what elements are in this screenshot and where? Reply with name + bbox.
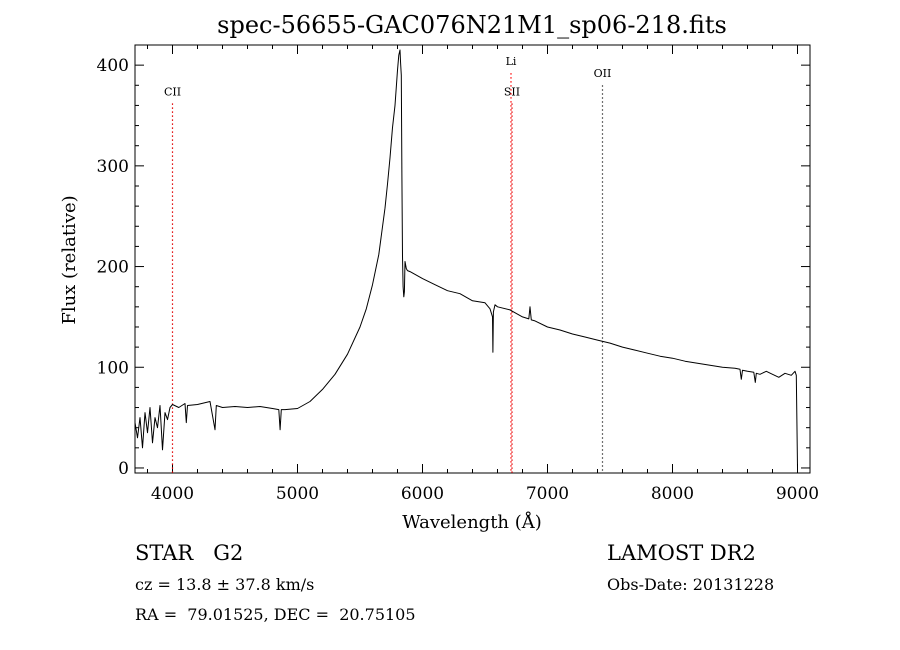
reference-line-label: OII bbox=[594, 67, 612, 80]
x-tick-label: 6000 bbox=[401, 484, 444, 504]
plot-frame bbox=[134, 44, 811, 474]
redshift-velocity: cz = 13.8 ± 37.8 km/s bbox=[135, 575, 315, 594]
y-tick-label: 200 bbox=[97, 258, 129, 278]
reference-line-label: SII bbox=[504, 85, 520, 98]
y-tick-label: 100 bbox=[97, 358, 129, 378]
y-tick-label: 0 bbox=[118, 459, 129, 479]
reference-line-label: Li bbox=[506, 55, 517, 68]
x-axis-label: Wavelength (Å) bbox=[402, 511, 542, 533]
observation-date: Obs-Date: 20131228 bbox=[607, 575, 775, 594]
y-axis-label: Flux (relative) bbox=[59, 195, 80, 324]
x-tick-label: 9000 bbox=[776, 484, 819, 504]
reference-line-label: CII bbox=[164, 85, 181, 98]
object-class: STAR G2 bbox=[135, 541, 244, 565]
spectrum-line bbox=[134, 49, 798, 469]
x-tick-label: 7000 bbox=[526, 484, 569, 504]
coordinates: RA = 79.01525, DEC = 20.75105 bbox=[135, 605, 416, 624]
chart-title: spec-56655-GAC076N21M1_sp06-218.fits bbox=[217, 11, 727, 39]
x-tick-label: 8000 bbox=[651, 484, 694, 504]
x-tick-label: 4000 bbox=[151, 484, 194, 504]
x-tick-label: 5000 bbox=[276, 484, 319, 504]
y-tick-label: 400 bbox=[97, 56, 129, 76]
y-tick-label: 300 bbox=[97, 157, 129, 177]
survey-name: LAMOST DR2 bbox=[607, 541, 756, 565]
